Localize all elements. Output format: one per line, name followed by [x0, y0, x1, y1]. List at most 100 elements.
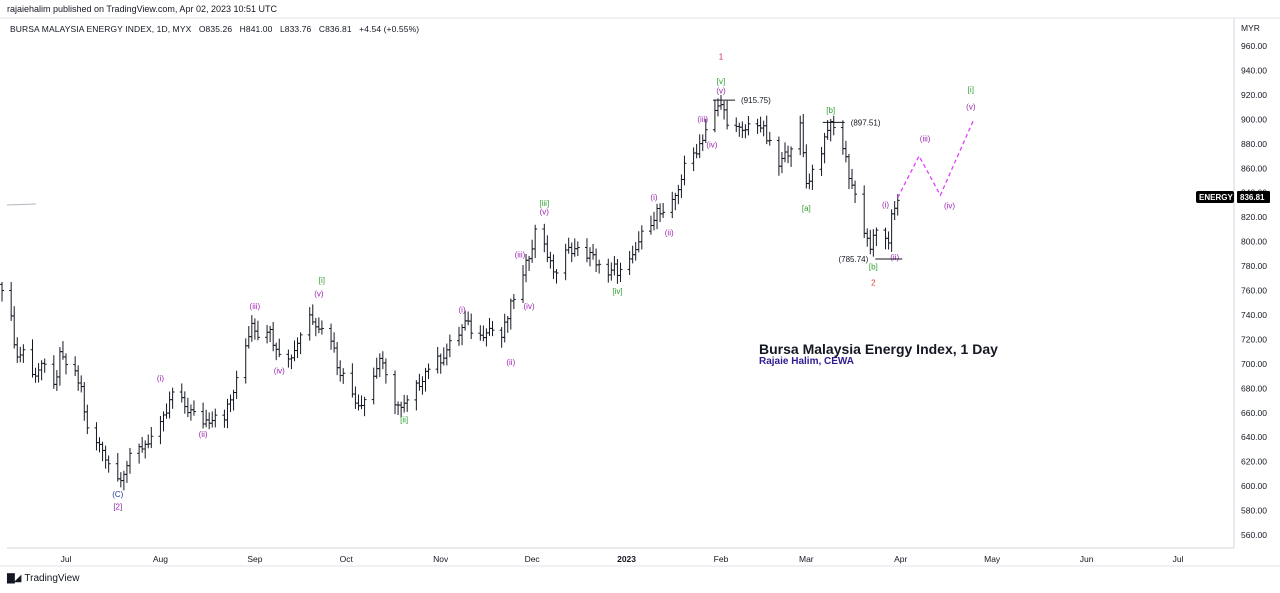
ohlc-bar — [402, 394, 407, 413]
y-tick-label: 860.00 — [1241, 163, 1267, 173]
x-tick-label: May — [984, 554, 1001, 564]
ohlc-bar — [831, 115, 836, 136]
ohlc-bar — [307, 307, 312, 341]
ohlc-bar — [15, 337, 20, 363]
wave-label: (ii) — [506, 358, 515, 367]
ohlc-bar — [655, 203, 660, 230]
ohlc-bar — [447, 334, 452, 358]
ohlc-bar — [383, 358, 388, 384]
wave-label: (v) — [716, 87, 726, 96]
ohlc-bar — [265, 324, 270, 344]
ohlc-bar — [103, 445, 108, 469]
ohlc-bar — [359, 395, 364, 410]
ohlc-bar — [889, 209, 894, 252]
ohlc-bar — [158, 415, 163, 445]
ohlc-bar — [566, 237, 571, 254]
ohlc-bar — [481, 325, 486, 342]
ohlc-bar — [715, 98, 720, 117]
ohlc-bar — [892, 201, 897, 221]
footer-brand-label: TradingView — [24, 573, 80, 584]
ohlc-bar — [82, 382, 87, 421]
y-tick-label: 660.00 — [1241, 408, 1267, 418]
ohlc-bar — [457, 326, 462, 346]
y-tick-label: 960.00 — [1241, 41, 1267, 51]
ohlc-bar — [871, 229, 876, 257]
ohlc-bar — [670, 191, 675, 219]
wave-label: (ii) — [199, 430, 208, 439]
ohlc-bars-layer — [0, 95, 900, 491]
ohlc-bar — [606, 258, 611, 283]
ohlc-bar — [591, 243, 596, 260]
y-tick-label: 680.00 — [1241, 383, 1267, 393]
ohlc-bar — [33, 367, 38, 383]
wave-label: (ii) — [890, 253, 899, 262]
ohlc-bar — [840, 120, 845, 155]
wave-label: 2 — [871, 279, 876, 288]
ohlc-bar — [444, 343, 449, 366]
x-tick-label: Dec — [525, 554, 541, 564]
ohlc-bar — [353, 386, 358, 409]
ohlc-bar — [121, 470, 126, 491]
ohlc-bar — [520, 265, 525, 303]
footer-brand[interactable]: ▇◢ TradingView — [7, 573, 79, 584]
price-tag-label: ENERGY — [1199, 193, 1233, 202]
ohlc-bar — [54, 370, 59, 392]
ohlc-bar — [435, 346, 440, 374]
ohlc-bar — [469, 313, 474, 340]
wave-label: [b] — [869, 263, 878, 272]
ohlc-bar — [289, 354, 294, 370]
y-tick-label: 780.00 — [1241, 261, 1267, 271]
ohlc-bar — [569, 242, 574, 263]
ohlc-bar — [627, 251, 632, 276]
price-level-label: (897.51) — [851, 118, 881, 127]
ohlc-bar — [185, 397, 190, 418]
ohlc-bar — [490, 320, 495, 337]
x-tick-label: Oct — [340, 554, 354, 564]
ohlc-high: H841.00 — [239, 24, 273, 34]
price-tag-value: 836.81 — [1240, 193, 1265, 202]
x-tick-label: Feb — [714, 554, 729, 564]
ohlc-bar — [746, 116, 751, 136]
ohlc-bar — [94, 422, 99, 451]
ohlc-bar — [846, 153, 851, 190]
ohlc-bar — [414, 380, 419, 411]
axes-layer: 560.00 580.00 600.00 620.00 640.00 660.00 680.… — [0, 17, 1280, 567]
ohlc-open: O835.26 — [198, 24, 233, 34]
ohlc-bar — [843, 140, 848, 163]
ohlc-bar — [548, 251, 553, 269]
ohlc-bar — [530, 239, 535, 263]
chart-title: Bursa Malaysia Energy Index, 1 Day — [759, 341, 998, 357]
ohlc-close: C836.81 — [318, 24, 352, 34]
symbol-ohlc-line: BURSA MALAYSIA ENERGY INDEX, 1D, MYX O83… — [10, 24, 424, 34]
y-tick-label: 560.00 — [1241, 530, 1267, 540]
y-tick-label: 740.00 — [1241, 310, 1267, 320]
x-tick-label: 2023 — [617, 554, 636, 564]
y-tick-label: 640.00 — [1241, 432, 1267, 442]
ohlc-bar — [225, 398, 230, 429]
ohlc-bar — [868, 229, 873, 255]
ohlc-bar — [886, 231, 891, 250]
ohlc-bar — [615, 259, 620, 284]
ohlc-bar — [822, 132, 827, 164]
ohlc-bar — [149, 426, 154, 449]
ohlc-bar — [380, 351, 385, 370]
ohlc-bar — [758, 116, 763, 133]
ohlc-bar — [804, 144, 809, 189]
ohlc-bar — [213, 408, 218, 428]
ohlc-bar — [734, 117, 739, 133]
ohlc-bar — [51, 355, 56, 389]
ohlc-bar — [584, 238, 589, 263]
ohlc-bar — [810, 164, 815, 190]
ohlc-bar — [191, 400, 196, 416]
ohlc-bar — [222, 409, 227, 428]
wave-label: (ii) — [665, 228, 674, 237]
projection-layer — [897, 119, 975, 198]
ohlc-bar — [508, 298, 513, 330]
ohlc-bar — [776, 136, 781, 176]
ohlc-bar — [694, 143, 699, 159]
x-tick-label: Jul — [1173, 554, 1184, 564]
ohlc-bar — [274, 342, 279, 361]
ohlc-bar — [329, 323, 334, 350]
